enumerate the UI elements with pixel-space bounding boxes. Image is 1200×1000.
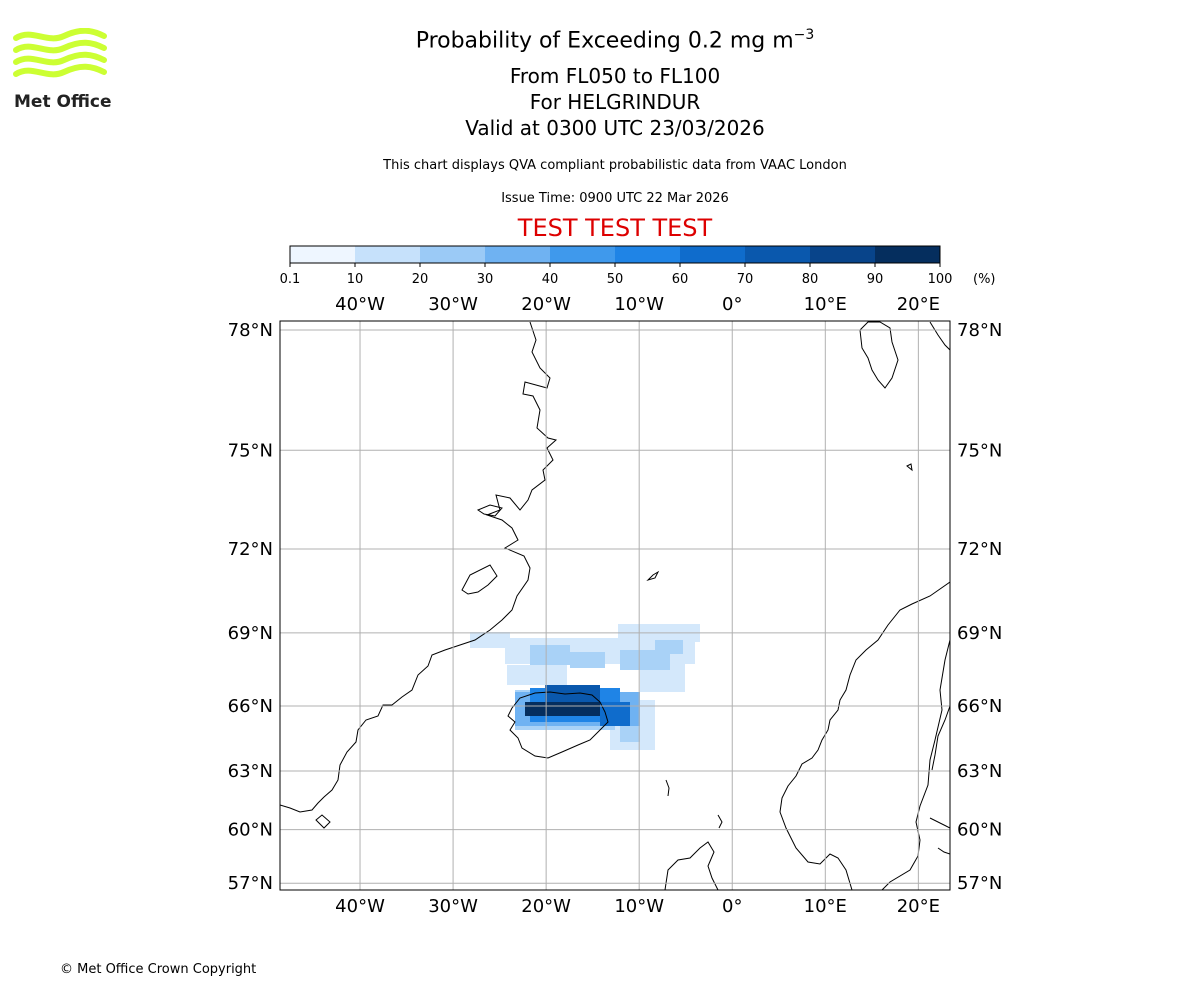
colorbar-tick-label: 0.1: [280, 272, 301, 287]
colorbar-tick-label: 80: [802, 272, 819, 287]
lat-label-right: 63°N: [957, 761, 1002, 782]
copyright: © Met Office Crown Copyright: [60, 962, 257, 977]
colorbar-tick-label: 10: [347, 272, 364, 287]
faroe-islands: [665, 779, 670, 797]
lon-label-bottom: 0°: [722, 896, 742, 917]
bjornoya: [906, 463, 913, 472]
disclaimer: This chart displays QVA compliant probab…: [383, 158, 847, 173]
gulf-coast-finland: [931, 705, 950, 771]
coastlines: [280, 321, 950, 890]
greenland-south-tip: [315, 814, 331, 829]
colorbar-segment: [810, 246, 875, 263]
lat-label-right: 75°N: [957, 440, 1002, 461]
ash-core-plume: [515, 685, 640, 726]
chart-title-main: Probability of Exceeding 0.2 mg m: [415, 28, 794, 54]
logo-text: Met Office: [14, 92, 112, 112]
lat-label-left: 66°N: [228, 696, 273, 717]
valid-time: Valid at 0300 UTC 23/03/2026: [465, 116, 765, 140]
colorbar-tick-label: 40: [542, 272, 559, 287]
greenland-fjord-1: [461, 564, 498, 595]
lat-label-left: 63°N: [228, 761, 273, 782]
estonia: [937, 847, 950, 855]
lon-label-bottom: 20°W: [521, 896, 571, 917]
lat-label-right: 60°N: [957, 820, 1002, 841]
lat-label-left: 78°N: [228, 320, 273, 341]
colorbar-segment: [485, 246, 550, 263]
colorbar-segment: [290, 246, 355, 263]
shetland: [717, 814, 723, 829]
colorbar-segment: [680, 246, 745, 263]
chart-title: Probability of Exceeding 0.2 mg m−3: [0, 27, 1200, 53]
test-banner: TEST TEST TEST: [517, 214, 713, 242]
lat-label-left: 72°N: [228, 539, 273, 560]
svalbard-east: [929, 321, 950, 351]
colorbar-tick-label: 70: [737, 272, 754, 287]
colorbar-segment: [550, 246, 615, 263]
lon-label-bottom: 30°W: [428, 896, 478, 917]
lon-label-bottom: 10°E: [804, 896, 847, 917]
lat-label-right: 78°N: [957, 320, 1002, 341]
lat-label-right: 72°N: [957, 539, 1002, 560]
baltic-islands: [929, 817, 950, 829]
colorbar-unit: (%): [973, 272, 996, 287]
colorbar-segment: [355, 246, 420, 263]
lon-label-top: 20°E: [897, 294, 940, 315]
level-range: From FL050 to FL100: [509, 64, 721, 88]
colorbar-tick-label: 60: [672, 272, 689, 287]
colorbar: 0.1 10 20 30 40 50 60 70 80 90 100 (%): [280, 245, 996, 287]
lon-label-bottom: 20°E: [897, 896, 940, 917]
colorbar-segment: [420, 246, 485, 263]
colorbar-tick-label: 90: [867, 272, 884, 287]
map-frame: [279, 320, 951, 891]
sweden-coast: [881, 639, 950, 890]
greenland-east-coast: [280, 321, 558, 813]
lon-label-top: 10°W: [614, 294, 664, 315]
lat-label-left: 69°N: [228, 623, 273, 644]
colorbar-segment: [615, 246, 680, 263]
lat-label-left: 75°N: [228, 440, 273, 461]
location: For HELGRINDUR: [529, 90, 701, 114]
lat-label-left: 60°N: [228, 820, 273, 841]
lon-label-bottom: 10°W: [614, 896, 664, 917]
lat-label-right: 66°N: [957, 696, 1002, 717]
greenland-fjord-2: [476, 504, 503, 517]
lat-label-right: 69°N: [957, 623, 1002, 644]
gridlines: [280, 321, 950, 890]
norway-coast: [779, 581, 950, 890]
svalbard: [859, 321, 899, 389]
lon-label-top: 40°W: [335, 294, 385, 315]
colorbar-tick-label: 100: [928, 272, 953, 287]
lat-label-left: 57°N: [228, 873, 273, 894]
issue-time: Issue Time: 0900 UTC 22 Mar 2026: [501, 191, 729, 206]
lat-label-right: 57°N: [957, 873, 1002, 894]
scotland: [664, 841, 719, 890]
colorbar-segment: [875, 246, 940, 263]
lon-label-top: 10°E: [804, 294, 847, 315]
ash-probability-field: [470, 624, 700, 750]
colorbar-ticks: 0.1 10 20 30 40 50 60 70 80 90 100: [280, 263, 953, 287]
lon-label-bottom: 40°W: [335, 896, 385, 917]
met-office-logo-waves: [13, 28, 107, 78]
colorbar-boxes: [290, 246, 940, 263]
lon-label-top: 0°: [722, 294, 742, 315]
chart-title-superscript: −3: [793, 27, 815, 43]
colorbar-tick-label: 30: [477, 272, 494, 287]
colorbar-tick-label: 50: [607, 272, 624, 287]
colorbar-segment: [745, 246, 810, 263]
lon-label-top: 30°W: [428, 294, 478, 315]
iceland: [507, 691, 609, 759]
lon-label-top: 20°W: [521, 294, 571, 315]
axis-labels: 40°W 40°W 30°W 30°W 20°W 20°W 10°W 10°W 0° 0° 10°E…: [228, 294, 1003, 917]
jan-mayen: [646, 570, 660, 582]
colorbar-tick-label: 20: [412, 272, 429, 287]
met-office-logo: Met Office: [13, 28, 112, 112]
